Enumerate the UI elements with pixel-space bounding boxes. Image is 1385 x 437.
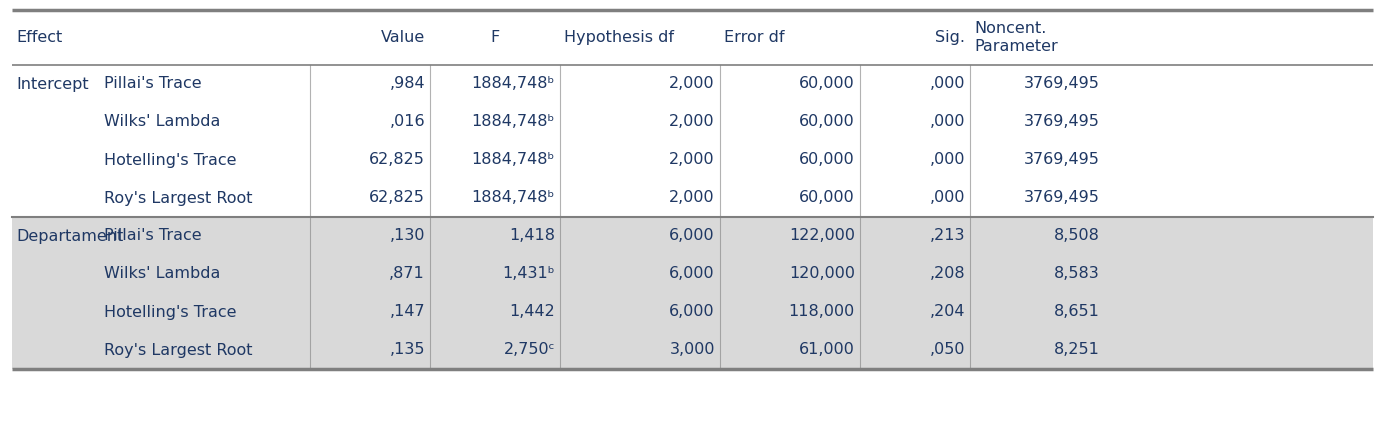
Text: 1884,748ᵇ: 1884,748ᵇ (472, 114, 555, 129)
Text: Roy's Largest Root: Roy's Largest Root (104, 343, 252, 357)
Text: ,000: ,000 (929, 191, 965, 205)
Text: 60,000: 60,000 (799, 153, 855, 167)
Text: 2,000: 2,000 (669, 191, 715, 205)
Text: Departament: Departament (17, 229, 123, 243)
Text: 1,442: 1,442 (510, 305, 555, 319)
Text: ,000: ,000 (929, 114, 965, 129)
Text: 62,825: 62,825 (370, 153, 425, 167)
Text: Sig.: Sig. (935, 30, 965, 45)
Text: 2,000: 2,000 (669, 153, 715, 167)
Text: Wilks' Lambda: Wilks' Lambda (104, 267, 220, 281)
Text: 1884,748ᵇ: 1884,748ᵇ (472, 191, 555, 205)
Text: 1884,748ᵇ: 1884,748ᵇ (472, 153, 555, 167)
Text: 6,000: 6,000 (669, 267, 715, 281)
Text: Noncent.
Parameter: Noncent. Parameter (974, 21, 1058, 54)
Bar (12, 217, 1373, 369)
Text: Hotelling's Trace: Hotelling's Trace (104, 153, 237, 167)
Text: 60,000: 60,000 (799, 114, 855, 129)
Text: 3769,495: 3769,495 (1024, 76, 1100, 91)
Text: 8,651: 8,651 (1054, 305, 1100, 319)
Text: ,208: ,208 (929, 267, 965, 281)
Text: ,000: ,000 (929, 153, 965, 167)
Text: ,130: ,130 (389, 229, 425, 243)
Text: 3769,495: 3769,495 (1024, 191, 1100, 205)
Text: Pillai's Trace: Pillai's Trace (104, 229, 202, 243)
Text: 2,000: 2,000 (669, 76, 715, 91)
Text: 60,000: 60,000 (799, 76, 855, 91)
Text: Pillai's Trace: Pillai's Trace (104, 76, 202, 91)
Text: ,213: ,213 (929, 229, 965, 243)
Text: Hotelling's Trace: Hotelling's Trace (104, 305, 237, 319)
Text: 118,000: 118,000 (788, 305, 855, 319)
Text: Value: Value (381, 30, 425, 45)
Text: 3769,495: 3769,495 (1024, 114, 1100, 129)
Text: 8,583: 8,583 (1054, 267, 1100, 281)
Text: ,135: ,135 (389, 343, 425, 357)
Text: ,871: ,871 (389, 267, 425, 281)
Text: 2,750ᶜ: 2,750ᶜ (504, 343, 555, 357)
Text: 1,431ᵇ: 1,431ᵇ (503, 267, 555, 281)
Text: Roy's Largest Root: Roy's Largest Root (104, 191, 252, 205)
Text: 2,000: 2,000 (669, 114, 715, 129)
Text: ,204: ,204 (929, 305, 965, 319)
Text: 6,000: 6,000 (669, 229, 715, 243)
Text: ,000: ,000 (929, 76, 965, 91)
Text: ,050: ,050 (929, 343, 965, 357)
Text: 6,000: 6,000 (669, 305, 715, 319)
Text: F: F (490, 30, 500, 45)
Text: Hypothesis df: Hypothesis df (564, 30, 674, 45)
Text: 1884,748ᵇ: 1884,748ᵇ (472, 76, 555, 91)
Text: ,016: ,016 (389, 114, 425, 129)
Text: Effect: Effect (17, 30, 62, 45)
Text: Wilks' Lambda: Wilks' Lambda (104, 114, 220, 129)
Text: Intercept: Intercept (17, 76, 89, 91)
Text: 60,000: 60,000 (799, 191, 855, 205)
Text: 120,000: 120,000 (789, 267, 855, 281)
Text: 62,825: 62,825 (370, 191, 425, 205)
Text: 8,251: 8,251 (1054, 343, 1100, 357)
Text: 3769,495: 3769,495 (1024, 153, 1100, 167)
Text: ,984: ,984 (389, 76, 425, 91)
Text: 122,000: 122,000 (789, 229, 855, 243)
Text: 3,000: 3,000 (669, 343, 715, 357)
Text: 1,418: 1,418 (510, 229, 555, 243)
Text: 8,508: 8,508 (1054, 229, 1100, 243)
Text: ,147: ,147 (389, 305, 425, 319)
Text: 61,000: 61,000 (799, 343, 855, 357)
Text: Error df: Error df (724, 30, 784, 45)
